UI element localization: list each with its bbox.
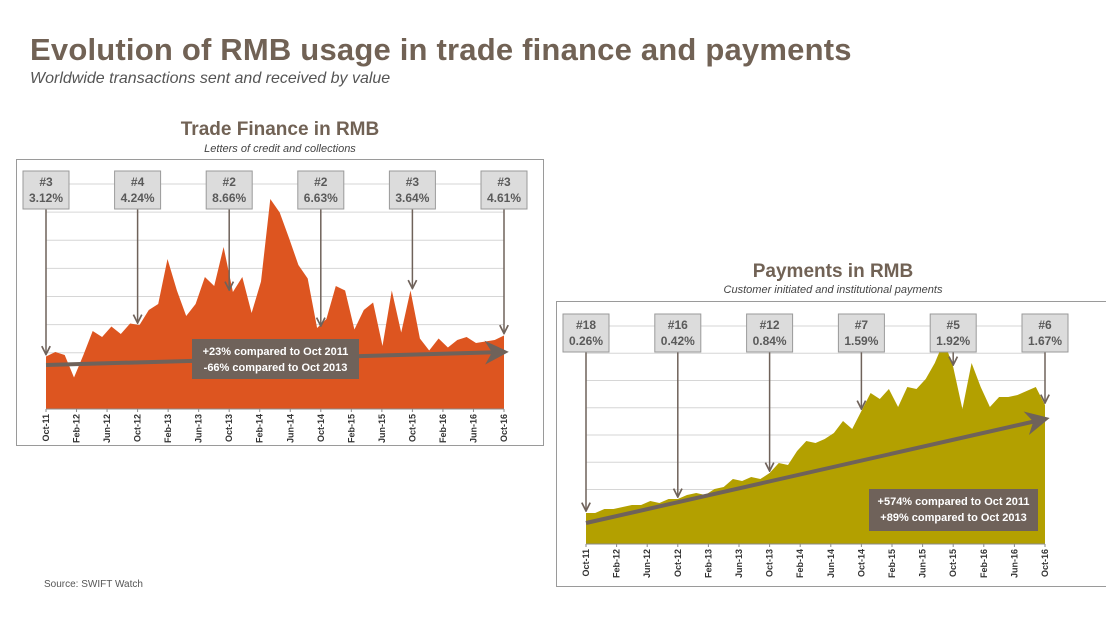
payments-chart: Oct-11 Feb-12 Jun-12 Oct-12 Feb-13 Jun-13 Oct-… (556, 301, 1106, 587)
annotation-box (562, 313, 610, 353)
x-tick-label: Jun-13 (194, 414, 204, 443)
x-tick-label: Oct-16 (499, 414, 509, 442)
annotation-box (746, 313, 794, 353)
trend-arrow (585, 411, 1050, 525)
x-tick-label: Feb-15 (887, 549, 897, 578)
payments-chart-title: Payments in RMB (752, 261, 914, 282)
x-tick-label: Oct-15 (407, 414, 417, 442)
x-tick-label: Feb-16 (438, 414, 448, 443)
annotation-share: 4.61% (487, 191, 521, 205)
comparison-text: +89% compared to Oct 2013 (880, 512, 1026, 524)
annotation-rank: #12 (760, 318, 780, 332)
annotation-rank: #2 (314, 175, 328, 189)
annotation-box (388, 170, 436, 210)
annotation-box (654, 313, 702, 353)
x-tick-label: Jun-15 (918, 549, 928, 578)
x-tick-label: Feb-12 (612, 549, 622, 578)
annotation-share: 1.67% (1028, 334, 1062, 348)
x-tick-label: Oct-13 (224, 414, 234, 442)
annotation-share: 0.26% (569, 334, 603, 348)
annotation-share: 3.64% (395, 191, 429, 205)
payments-chart-subtitle: Customer initiated and institutional pay… (723, 284, 943, 296)
x-tick-label: Jun-16 (468, 414, 478, 443)
x-tick-label: Jun-13 (734, 549, 744, 578)
x-tick-label: Oct-11 (581, 549, 591, 577)
annotation-rank: #16 (668, 318, 688, 332)
comparison-text: -66% compared to Oct 2013 (204, 362, 348, 374)
comparison-box (192, 339, 359, 379)
x-tick-label: Oct-15 (948, 549, 958, 577)
annotation-rank: #3 (406, 175, 420, 189)
annotation-share: 1.92% (936, 334, 970, 348)
x-tick-label: Oct-13 (765, 549, 775, 577)
comparison-box (869, 489, 1038, 531)
annotation-share: 0.42% (661, 334, 695, 348)
annotation-box (205, 170, 253, 210)
x-tick-label: Feb-16 (979, 549, 989, 578)
annotation-box (929, 313, 977, 353)
annotation-rank: #2 (223, 175, 237, 189)
x-tick-label: Jun-16 (1009, 549, 1019, 578)
trade-finance-chart-title: Trade Finance in RMB (180, 119, 380, 140)
annotation-share: 3.12% (29, 191, 63, 205)
page-title: Evolution of RMB usage in trade finance … (30, 32, 852, 67)
comparison-text: +23% compared to Oct 2011 (203, 346, 349, 358)
annotation-share: 6.63% (304, 191, 338, 205)
x-tick-label: Feb-15 (346, 414, 356, 443)
x-tick-label: Jun-12 (102, 414, 112, 443)
annotation-rank: #4 (131, 175, 145, 189)
annotation-rank: #3 (497, 175, 511, 189)
x-tick-label: Oct-12 (673, 549, 683, 577)
annotation-box (480, 170, 528, 210)
annotation-rank: #5 (947, 318, 961, 332)
x-tick-label: Jun-15 (377, 414, 387, 443)
x-tick-label: Feb-13 (703, 549, 713, 578)
annotation-share: 1.59% (844, 334, 878, 348)
annotation-share: 0.84% (753, 334, 787, 348)
annotation-share: 8.66% (212, 191, 246, 205)
x-tick-label: Feb-13 (163, 414, 173, 443)
x-tick-label: Oct-11 (41, 414, 51, 442)
annotation-box (837, 313, 885, 353)
x-tick-label: Oct-12 (133, 414, 143, 442)
x-tick-label: Jun-14 (826, 549, 836, 578)
annotation-box (1021, 313, 1069, 353)
x-tick-label: Oct-14 (856, 549, 866, 577)
annotation-share: 4.24% (121, 191, 155, 205)
annotation-rank: #3 (39, 175, 53, 189)
annotation-box (22, 170, 70, 210)
annotation-rank: #7 (855, 318, 869, 332)
x-tick-label: Feb-14 (795, 549, 805, 578)
x-tick-label: Oct-14 (316, 414, 326, 442)
page-subtitle: Worldwide transactions sent and received… (30, 70, 391, 87)
annotation-rank: #18 (576, 318, 596, 332)
x-tick-label: Jun-14 (285, 414, 295, 443)
x-tick-label: Feb-14 (255, 414, 265, 443)
annotation-box (114, 170, 162, 210)
trade-finance-chart: Oct-11 Feb-12 Jun-12 Oct-12 Feb-13 Jun-13 Oct-… (16, 159, 544, 446)
x-tick-label: Feb-12 (72, 414, 82, 443)
x-tick-label: Jun-12 (642, 549, 652, 578)
annotation-box (297, 170, 345, 210)
comparison-text: +574% compared to Oct 2011 (878, 496, 1030, 508)
trade-finance-chart-subtitle: Letters of credit and collections (204, 143, 356, 155)
x-tick-label: Oct-16 (1040, 549, 1050, 577)
annotation-rank: #6 (1038, 318, 1052, 332)
source-note: Source: SWIFT Watch (44, 579, 143, 590)
